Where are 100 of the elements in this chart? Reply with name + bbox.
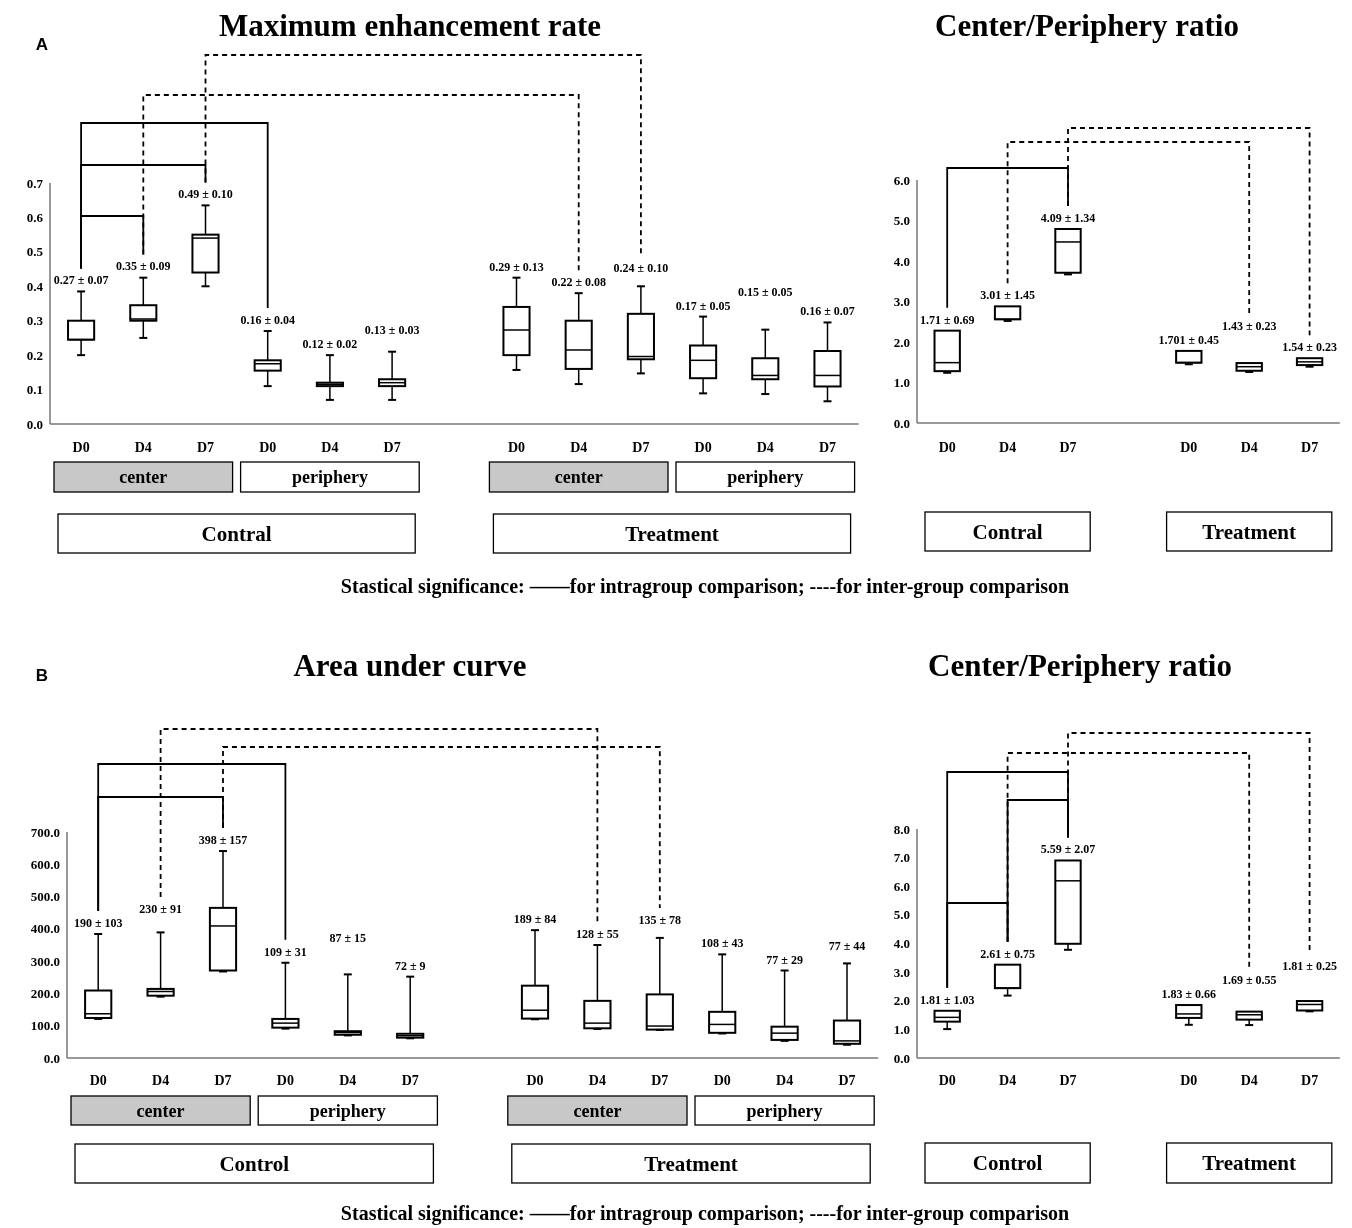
y-tick-label: 300.0 — [30, 953, 60, 969]
y-tick-label: 1.0 — [893, 375, 910, 391]
text: Control — [972, 1151, 1043, 1176]
x-tick-label: D4 — [152, 1073, 170, 1088]
text: 0.12 ± 0.02 — [302, 337, 358, 352]
text: B — [35, 666, 49, 685]
y-tick-label: 0.0 — [893, 415, 910, 431]
text: 1.69 ± 0.55 — [1221, 973, 1277, 988]
y-tick-label: 2.0 — [893, 993, 910, 1009]
text: 1.81 ± 1.03 — [919, 992, 975, 1007]
y-tick-label: 400.0 — [30, 921, 60, 937]
text: Contral — [972, 519, 1043, 544]
y-tick-label: 0.0 — [43, 1050, 60, 1066]
y-tick-label: 0.0 — [893, 1050, 910, 1066]
text: 398 ± 157 — [198, 833, 248, 848]
x-tick-label: D4 — [999, 440, 1017, 455]
text: 1.43 ± 0.23 — [1221, 318, 1277, 333]
text: Contral — [201, 521, 272, 546]
x-tick-label: D4 — [339, 1073, 357, 1088]
text: 0.16 ± 0.07 — [800, 304, 855, 319]
text: 87 ± 15 — [329, 930, 367, 945]
y-tick-label: 7.0 — [893, 850, 910, 866]
x-tick-label: D4 — [134, 440, 152, 455]
x-tick-label: D4 — [776, 1073, 794, 1088]
x-tick-label: D7 — [1059, 1073, 1077, 1088]
text: 108 ± 43 — [700, 936, 744, 951]
x-tick-label: D4 — [756, 440, 774, 455]
x-tick-label: D4 — [588, 1073, 606, 1088]
x-tick-label: D0 — [1180, 1073, 1198, 1088]
x-tick-label: D0 — [507, 440, 526, 455]
x-tick-label: D4 — [1240, 1073, 1258, 1088]
x-tick-label: D7 — [1301, 1073, 1319, 1088]
text: A — [35, 35, 49, 54]
text: 3.01 ± 1.45 — [980, 288, 1035, 303]
y-tick-label: 6.0 — [893, 878, 910, 894]
text: 0.16 ± 0.04 — [240, 313, 295, 328]
x-tick-label: D4 — [1240, 440, 1258, 455]
y-tick-label: 5.0 — [893, 213, 910, 229]
text: Treatment — [625, 521, 719, 546]
text: 189 ± 84 — [513, 912, 557, 927]
text: 1.71 ± 0.69 — [919, 312, 975, 327]
text: periphery — [309, 1100, 386, 1121]
y-tick-label: 0.5 — [26, 244, 44, 260]
text: 0.29 ± 0.13 — [489, 259, 544, 274]
chart-title: Center/Periphery ratio — [935, 8, 1239, 43]
x-tick-label: D0 — [1180, 440, 1198, 455]
x-tick-label: D0 — [694, 440, 712, 455]
x-tick-label: D0 — [938, 1073, 956, 1088]
y-tick-label: 0.4 — [26, 278, 44, 294]
x-tick-label: D7 — [383, 440, 401, 455]
text: 0.24 ± 0.10 — [613, 261, 669, 276]
text: 0.15 ± 0.05 — [738, 284, 793, 299]
text: 1.54 ± 0.23 — [1282, 340, 1337, 355]
y-tick-label: 0.1 — [26, 382, 43, 398]
y-tick-label: 8.0 — [893, 821, 910, 837]
x-tick-label: D7 — [401, 1073, 419, 1088]
x-tick-label: D4 — [321, 440, 339, 455]
x-tick-label: D7 — [1301, 440, 1319, 455]
y-tick-label: 6.0 — [893, 172, 910, 188]
x-tick-label: D0 — [938, 440, 956, 455]
x-tick-label: D0 — [89, 1073, 107, 1088]
y-tick-label: 0.0 — [26, 416, 43, 432]
text: 4.09 ± 1.34 — [1040, 211, 1096, 226]
y-tick-label: 5.0 — [893, 907, 910, 923]
y-tick-label: 0.7 — [26, 175, 44, 191]
x-tick-label: D7 — [214, 1073, 232, 1088]
chart-title: Maximum enhancement rate — [218, 8, 602, 43]
text: 0.27 ± 0.07 — [53, 273, 109, 288]
x-tick-label: D0 — [259, 440, 277, 455]
x-tick-label: D0 — [526, 1073, 544, 1088]
text: Stastical significance: ——for intragroup comparison; ----for inter-group comparison — [340, 575, 1070, 598]
text: 190 ± 103 — [73, 916, 123, 931]
text: center — [119, 467, 168, 488]
text: 72 ± 9 — [394, 958, 426, 973]
text: center — [136, 1100, 185, 1121]
y-tick-label: 0.3 — [26, 313, 44, 329]
text: Treatment — [1202, 519, 1297, 544]
y-tick-label: 500.0 — [30, 889, 60, 905]
x-tick-label: D0 — [72, 440, 90, 455]
x-tick-label: D7 — [651, 1073, 669, 1088]
text: 5.59 ± 2.07 — [1040, 842, 1096, 857]
text: 0.22 ± 0.08 — [551, 275, 606, 290]
y-tick-label: 1.0 — [893, 1021, 910, 1037]
text: 230 ± 91 — [139, 902, 182, 917]
chart-title: Area under curve — [293, 648, 527, 683]
text: periphery — [291, 467, 368, 488]
y-tick-label: 4.0 — [893, 936, 910, 952]
y-tick-label: 3.0 — [893, 964, 910, 980]
text: Treatment — [644, 1151, 738, 1176]
text: 1.81 ± 0.25 — [1282, 959, 1337, 974]
text: periphery — [746, 1100, 823, 1121]
text: 0.35 ± 0.09 — [116, 259, 171, 274]
y-tick-label: 600.0 — [30, 856, 60, 872]
x-tick-label: D7 — [196, 440, 215, 455]
x-tick-label: D0 — [713, 1073, 731, 1088]
y-tick-label: 0.6 — [26, 209, 44, 225]
x-tick-label: D4 — [570, 440, 588, 455]
text: Treatment — [1202, 1151, 1297, 1176]
text: 1.701 ± 0.45 — [1158, 332, 1220, 347]
text: 1.83 ± 0.66 — [1161, 987, 1217, 1002]
